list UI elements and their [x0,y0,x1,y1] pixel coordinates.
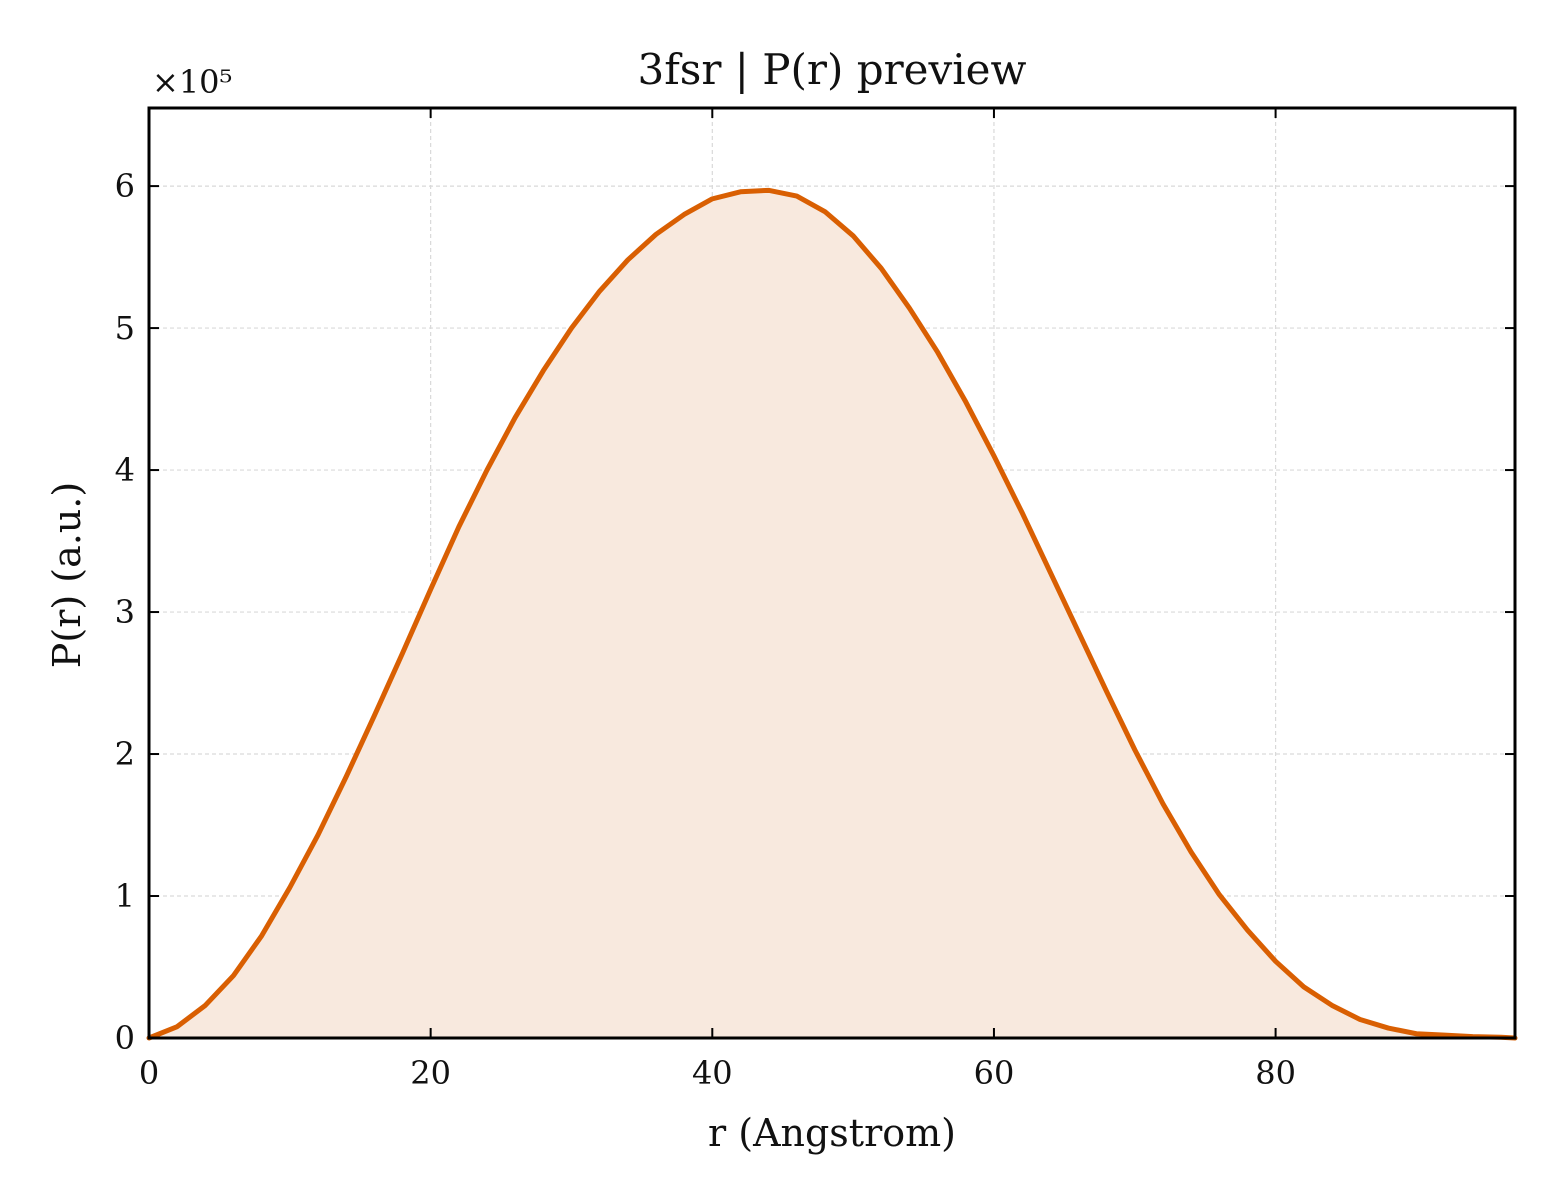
x-axis-label: r (Angstrom) [708,1111,956,1155]
x-tick-label: 40 [692,1054,733,1092]
y-tick-label: 6 [115,167,135,205]
pr-series-line [146,187,1518,1041]
x-tick-label: 20 [410,1054,451,1092]
y-tick-label: 1 [115,877,135,915]
x-tick-label: 0 [139,1054,159,1092]
x-tick-label: 80 [1255,1054,1296,1092]
y-tick-label: 4 [115,451,135,489]
plot-frame [147,106,1517,1040]
x-tick-label: 60 [974,1054,1015,1092]
pr-area-fill [149,190,1515,1039]
y-tick-label: 5 [115,309,135,347]
y-axis-label: P(r) (a.u.) [45,482,89,668]
ticks: 0 20 40 60 80 0 1 2 3 4 5 6 [115,108,1515,1092]
area-layer [146,187,1518,1041]
y-tick-label: 3 [115,593,135,631]
y-offset-label: ×10⁵ [152,63,232,101]
y-tick-label: 2 [115,735,135,773]
chart-title: 3fsr | P(r) preview [638,45,1027,94]
y-tick-label: 0 [115,1019,135,1057]
